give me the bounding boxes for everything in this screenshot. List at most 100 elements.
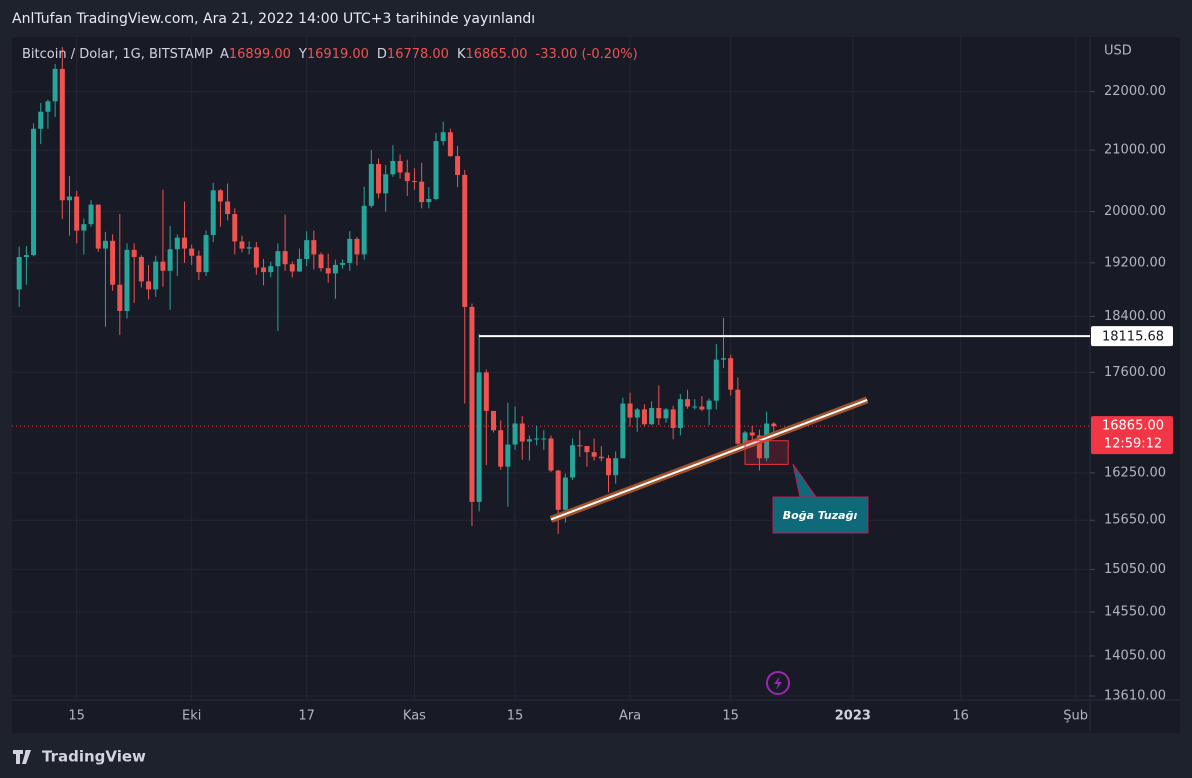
candle-body: [318, 254, 324, 269]
candle-body: [167, 249, 173, 271]
marks: [12, 47, 1090, 534]
candle-body: [498, 430, 504, 467]
candle-body: [699, 406, 705, 410]
candle-body: [23, 255, 29, 258]
candle-body: [649, 407, 655, 425]
candle-body: [376, 163, 382, 194]
candle-body: [455, 156, 461, 175]
candle-body: [670, 409, 676, 428]
candle-body: [88, 204, 94, 225]
y-tick-label: 22000.00: [1104, 84, 1166, 99]
y-tick-label: 21000.00: [1104, 143, 1166, 158]
candle-body: [598, 456, 604, 459]
candle-body: [340, 262, 346, 265]
candle-body: [253, 247, 259, 268]
x-tick-label: 16: [952, 709, 969, 724]
candle-body: [282, 251, 288, 265]
y-tick-label: 17600.00: [1104, 365, 1166, 380]
candle-body: [627, 403, 633, 418]
candle-body: [692, 406, 698, 408]
candle-body: [404, 172, 410, 182]
candle-body: [584, 446, 590, 453]
candle-body: [577, 445, 583, 447]
candle-body: [411, 181, 417, 183]
candle-body: [347, 238, 353, 263]
plot-area: [12, 37, 1180, 733]
candle-body: [268, 266, 274, 273]
candle-body: [491, 410, 497, 431]
candle-body: [74, 196, 80, 231]
ohlc-value: 16899.00: [229, 47, 291, 62]
candle-body: [296, 258, 302, 272]
candle-body: [548, 438, 554, 471]
candle-body: [304, 240, 310, 259]
candle-body: [102, 240, 108, 249]
candle-body: [196, 255, 202, 273]
candle-body: [469, 306, 475, 502]
candle-body: [562, 477, 568, 510]
x-tick-label: 2023: [835, 709, 871, 724]
candle-body: [756, 435, 762, 459]
candle-body: [81, 224, 87, 231]
candle-body: [203, 235, 209, 273]
callout: [772, 463, 869, 534]
logo-icon: [13, 750, 31, 764]
candle-body: [685, 399, 691, 407]
candle-body: [390, 160, 396, 175]
trendline-center: [550, 398, 868, 521]
candle-body: [189, 248, 195, 256]
last-price-label: 16865.00: [1102, 419, 1164, 434]
y-tick-label: 14050.00: [1104, 648, 1166, 663]
y-tick-label: 15050.00: [1104, 562, 1166, 577]
candle-body: [728, 358, 734, 390]
candle-body: [641, 409, 647, 425]
candle-body: [131, 249, 137, 258]
price-line-label-box: [1091, 326, 1173, 347]
candle-body: [419, 181, 425, 203]
x-tick-label: 15: [507, 709, 524, 724]
y-tick-label: 15650.00: [1104, 513, 1166, 528]
candle-body: [38, 111, 44, 129]
candle-body: [59, 68, 65, 201]
candle-body: [713, 359, 719, 401]
candle-body: [505, 444, 511, 467]
candle-body: [735, 389, 741, 444]
candle-body: [605, 458, 611, 476]
candle-body: [383, 174, 389, 194]
candle-body: [555, 470, 561, 510]
candle-body: [656, 407, 662, 419]
y-tick-label: 18400.00: [1104, 309, 1166, 324]
candle-body: [462, 174, 468, 307]
candle-body: [95, 204, 101, 249]
candle-body: [45, 101, 51, 112]
candle-body: [742, 432, 748, 444]
lightning-icon: [766, 671, 790, 695]
candle-body: [534, 438, 540, 440]
x-tick-label: Ara: [619, 709, 641, 724]
candle-body: [440, 132, 446, 142]
candle-body: [16, 257, 22, 290]
x-tick-label: Şub: [1063, 709, 1088, 724]
countdown: 12:59:12: [1104, 437, 1162, 452]
candle-body: [591, 452, 597, 457]
price-line-label: 18115.68: [1102, 330, 1164, 345]
candle-body: [325, 268, 331, 274]
candle-body: [66, 196, 72, 201]
callout-text: Boğa Tuzağı: [783, 509, 858, 522]
ohlc-value: 16865.00: [465, 47, 527, 62]
candle-body: [634, 409, 640, 418]
last-price-box: [1091, 416, 1173, 455]
y-tick-label: 13610.00: [1104, 689, 1166, 704]
candle-body: [160, 261, 166, 271]
candle-body: [311, 240, 317, 255]
candle-body: [232, 214, 238, 242]
candle-body: [52, 68, 58, 102]
candle-body: [620, 403, 626, 459]
candle-body: [483, 372, 489, 411]
candle-body: [476, 372, 482, 502]
candle-body: [541, 438, 547, 440]
candle-body: [239, 241, 245, 249]
header: AnlTufan TradingView.com, Ara 21, 2022 1…: [12, 11, 535, 27]
candle-body: [275, 251, 281, 267]
